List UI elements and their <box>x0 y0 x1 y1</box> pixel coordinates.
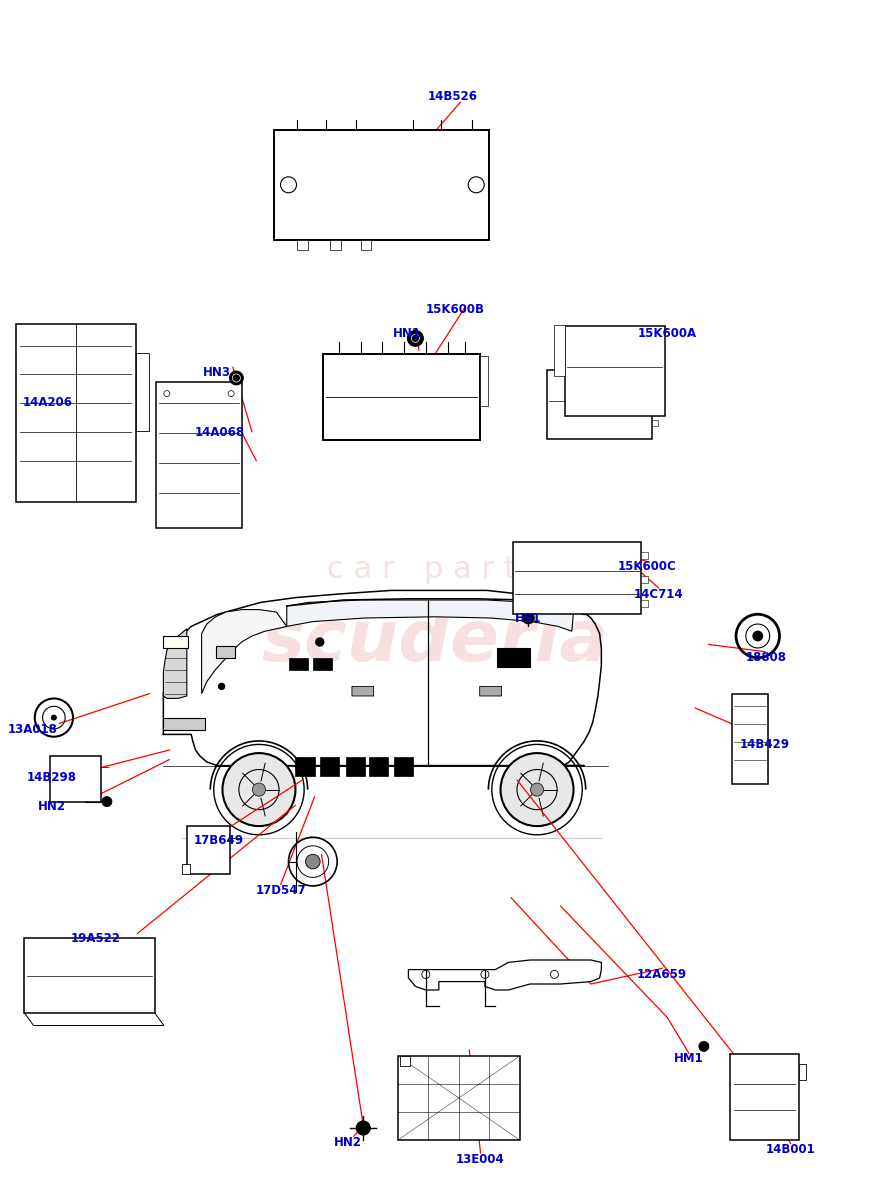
Circle shape <box>102 797 112 806</box>
Circle shape <box>222 754 295 826</box>
Circle shape <box>219 683 224 689</box>
Polygon shape <box>408 960 601 990</box>
Text: 15K600C: 15K600C <box>618 560 677 572</box>
Bar <box>394 757 413 776</box>
Bar <box>274 130 489 240</box>
Bar <box>652 406 658 412</box>
Bar <box>641 576 648 583</box>
Circle shape <box>306 854 320 869</box>
Bar <box>330 240 341 250</box>
Text: c a r   p a r t s: c a r p a r t s <box>328 556 541 584</box>
Text: 14A068: 14A068 <box>195 426 245 438</box>
Bar <box>732 694 768 784</box>
Bar <box>289 658 308 670</box>
Bar <box>346 757 365 776</box>
Text: 14B526: 14B526 <box>428 90 478 102</box>
Bar <box>369 757 388 776</box>
Polygon shape <box>163 629 187 698</box>
Text: 12A659: 12A659 <box>637 968 687 980</box>
Circle shape <box>408 330 423 347</box>
Circle shape <box>699 1042 709 1051</box>
Text: HN2: HN2 <box>334 1136 362 1148</box>
Text: 14B001: 14B001 <box>766 1144 816 1156</box>
Bar <box>24 938 155 1013</box>
Circle shape <box>501 754 574 826</box>
Text: HN2: HN2 <box>38 800 66 812</box>
Text: 17D547: 17D547 <box>255 884 306 896</box>
Circle shape <box>522 612 534 624</box>
FancyBboxPatch shape <box>480 686 501 696</box>
Text: 15K600B: 15K600B <box>426 304 485 316</box>
Text: HN1: HN1 <box>393 328 421 340</box>
Polygon shape <box>202 610 287 694</box>
Text: 14C714: 14C714 <box>634 588 684 600</box>
Text: 14B298: 14B298 <box>27 772 77 784</box>
Bar <box>320 757 339 776</box>
Bar <box>641 600 648 607</box>
Text: 14A206: 14A206 <box>23 396 73 408</box>
FancyBboxPatch shape <box>163 636 188 648</box>
Bar <box>799 1064 806 1080</box>
Text: HS1: HS1 <box>515 612 541 624</box>
Bar <box>16 324 136 502</box>
Bar <box>182 864 190 874</box>
Bar <box>565 326 665 416</box>
Bar <box>480 356 488 406</box>
Circle shape <box>753 630 763 642</box>
Bar <box>50 756 101 802</box>
Circle shape <box>229 371 243 385</box>
Bar <box>652 384 658 390</box>
Circle shape <box>356 1121 370 1135</box>
Circle shape <box>530 784 544 796</box>
FancyBboxPatch shape <box>163 718 205 730</box>
Circle shape <box>315 638 324 646</box>
Text: 13A018: 13A018 <box>8 724 58 736</box>
Bar <box>554 325 565 376</box>
FancyBboxPatch shape <box>352 686 374 696</box>
Text: 14B429: 14B429 <box>740 738 790 750</box>
Bar <box>398 1056 520 1140</box>
Bar <box>323 354 480 440</box>
Bar <box>400 1056 410 1066</box>
Bar <box>641 552 648 559</box>
Text: 17B649: 17B649 <box>194 834 244 846</box>
Text: 18808: 18808 <box>746 652 787 664</box>
Text: HN3: HN3 <box>203 366 231 378</box>
Circle shape <box>51 714 56 720</box>
Polygon shape <box>287 600 574 631</box>
Bar <box>297 240 308 250</box>
Bar <box>156 382 242 528</box>
Bar <box>187 826 230 874</box>
Text: 13E004: 13E004 <box>456 1153 505 1165</box>
Text: HM1: HM1 <box>674 1052 704 1064</box>
Bar <box>136 353 149 431</box>
Text: scuderia: scuderia <box>261 607 608 677</box>
Bar <box>547 370 652 439</box>
Bar <box>295 757 315 776</box>
Bar <box>361 240 371 250</box>
Bar <box>313 658 332 670</box>
FancyBboxPatch shape <box>216 646 235 658</box>
Text: 15K600A: 15K600A <box>638 328 697 340</box>
Bar <box>730 1054 799 1140</box>
Text: 19A522: 19A522 <box>70 932 121 944</box>
Circle shape <box>252 784 266 796</box>
Bar <box>652 420 658 426</box>
Bar <box>497 648 530 667</box>
Bar <box>513 542 641 614</box>
